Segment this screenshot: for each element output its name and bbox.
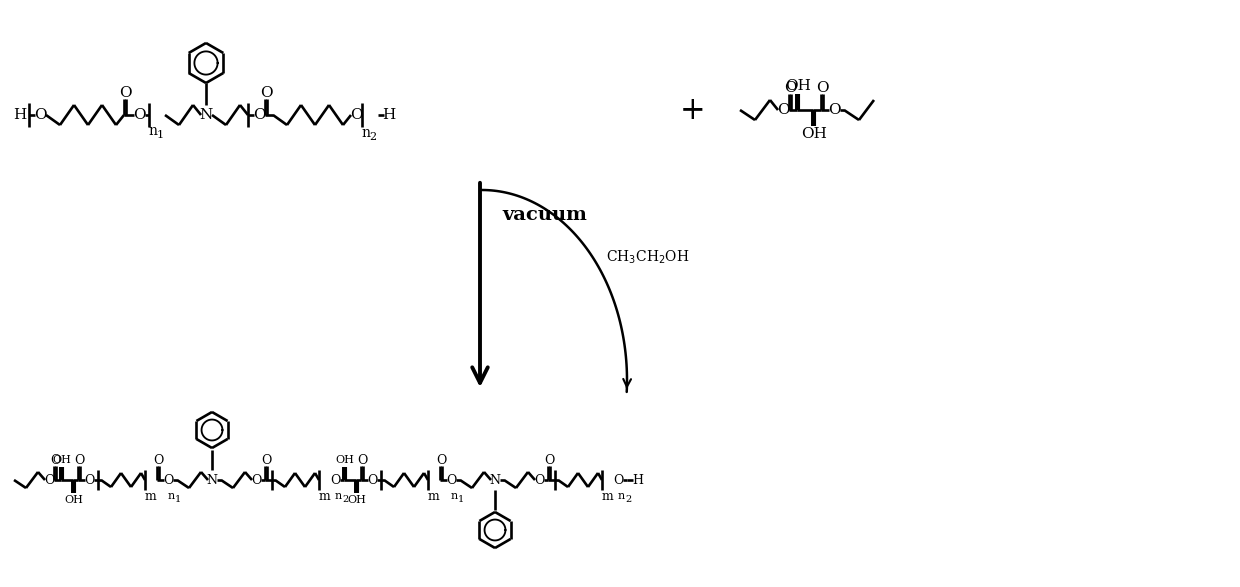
Text: O: O	[367, 474, 377, 487]
Text: OH: OH	[52, 455, 72, 465]
Text: vacuum: vacuum	[502, 206, 587, 224]
Text: OH: OH	[801, 127, 827, 141]
Text: O: O	[153, 454, 164, 467]
Text: O: O	[260, 454, 272, 467]
Text: 1: 1	[458, 495, 464, 504]
Text: O: O	[74, 454, 84, 467]
Text: 1: 1	[175, 495, 181, 504]
Text: n: n	[335, 491, 342, 501]
Text: O: O	[827, 103, 841, 117]
Text: O: O	[784, 81, 796, 95]
Text: m: m	[427, 491, 439, 504]
Text: O: O	[43, 474, 55, 487]
Text: n: n	[618, 491, 625, 501]
Text: O: O	[84, 474, 94, 487]
Text: H: H	[632, 474, 644, 487]
Text: m: m	[144, 491, 156, 504]
Text: O: O	[544, 454, 554, 467]
Text: O: O	[446, 474, 456, 487]
Text: O: O	[435, 454, 446, 467]
Text: +: +	[681, 95, 706, 126]
Text: 2: 2	[342, 495, 348, 504]
Text: O: O	[776, 103, 790, 117]
Text: O: O	[259, 86, 273, 100]
Text: m: m	[601, 491, 613, 504]
Text: N: N	[207, 474, 217, 487]
Text: n: n	[167, 491, 175, 501]
Text: OH: OH	[785, 79, 811, 93]
Text: O: O	[816, 81, 828, 95]
Text: O: O	[357, 454, 367, 467]
Text: OH: OH	[64, 495, 83, 505]
Text: O: O	[50, 454, 61, 467]
Text: n: n	[362, 126, 371, 140]
Text: H: H	[382, 108, 396, 122]
Text: O: O	[33, 108, 46, 122]
Text: m: m	[319, 491, 330, 504]
Text: O: O	[253, 108, 265, 122]
Text: n: n	[149, 124, 157, 138]
Text: n: n	[450, 491, 458, 501]
Text: O: O	[350, 108, 362, 122]
Text: O: O	[119, 86, 131, 100]
Text: O: O	[250, 474, 262, 487]
Text: O: O	[613, 474, 624, 487]
Text: 2: 2	[625, 495, 631, 504]
Text: OH: OH	[347, 495, 367, 505]
Text: N: N	[490, 474, 501, 487]
Text: O: O	[133, 108, 145, 122]
Text: O: O	[533, 474, 544, 487]
Text: OH: OH	[336, 455, 355, 465]
Text: 1: 1	[156, 130, 164, 140]
Text: O: O	[330, 474, 340, 487]
Text: 2: 2	[370, 132, 377, 142]
Text: CH$_3$CH$_2$OH: CH$_3$CH$_2$OH	[606, 249, 689, 266]
Text: N: N	[200, 108, 212, 122]
Text: H: H	[14, 108, 26, 122]
Text: O: O	[162, 474, 174, 487]
